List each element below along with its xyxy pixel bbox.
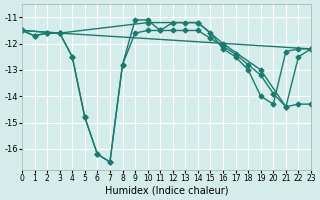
X-axis label: Humidex (Indice chaleur): Humidex (Indice chaleur)	[105, 186, 228, 196]
